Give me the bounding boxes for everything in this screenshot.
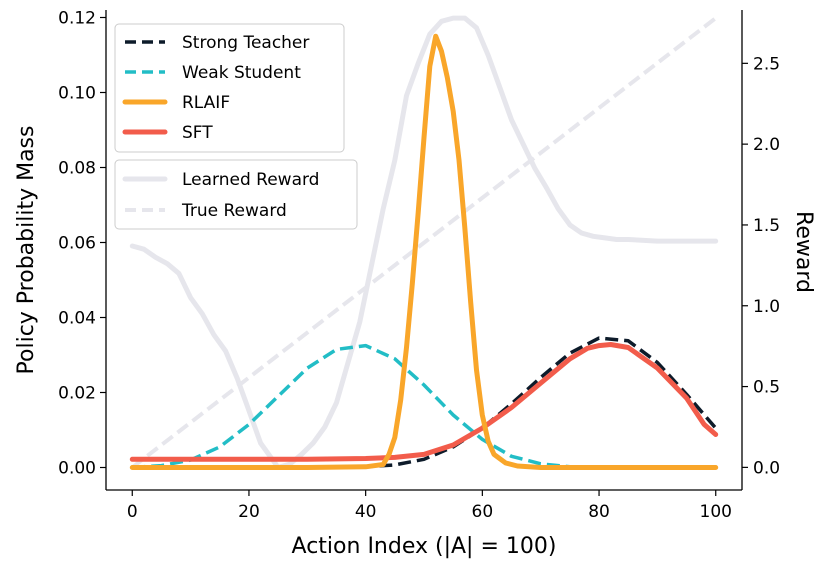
x-tick-label: 80 <box>588 502 610 522</box>
y-tick-label: 0.10 <box>58 84 96 104</box>
legend-rlaif-label: RLAIF <box>182 93 230 113</box>
y-tick-label: 0.02 <box>58 384 96 404</box>
rlaif-line <box>129 33 719 470</box>
y-tick-label: 0.12 <box>58 9 96 29</box>
legend-strong-teacher-label: Strong Teacher <box>182 33 309 53</box>
ticks-layer: 0 20 40 60 80 100 0.00 0.02 0.04 0.06 0.08 0.10 0.12… <box>58 9 780 523</box>
series-layer <box>129 15 719 470</box>
learned-reward-line <box>129 15 719 470</box>
strong-teacher-line <box>132 336 718 470</box>
legend-reward-frame <box>114 159 358 230</box>
legend-learned-reward-label: Learned Reward <box>182 170 319 190</box>
x-tick-label: 60 <box>472 502 494 522</box>
y2-tick-label: 0.5 <box>753 378 780 398</box>
x-axis-label: Action Index (|A| = 100) <box>292 534 557 559</box>
true-reward-line <box>131 16 717 469</box>
y2-axis-label: Reward <box>791 211 816 293</box>
y2-tick-label: 1.5 <box>753 216 780 236</box>
x-tick-label: 20 <box>238 502 260 522</box>
legend-weak-student-label: Weak Student <box>182 63 301 83</box>
legend-sft-label: SFT <box>182 123 213 143</box>
y2-tick-label: 2.0 <box>753 135 780 155</box>
x-tick-label: 40 <box>355 502 377 522</box>
x-tick-label: 0 <box>127 502 138 522</box>
y2-tick-label: 0.0 <box>753 458 780 478</box>
legend-reward: Learned Reward True Reward <box>114 159 358 230</box>
y-tick-label: 0.00 <box>58 459 96 479</box>
legend-true-reward-label: True Reward <box>181 201 287 221</box>
y-axis-label: Policy Probability Mass <box>14 126 39 375</box>
weak-student-line <box>132 343 716 470</box>
legend-policy-frame <box>114 23 345 153</box>
y2-tick-label: 1.0 <box>753 297 780 317</box>
y-tick-label: 0.04 <box>58 309 96 329</box>
y2-tick-label: 2.5 <box>753 54 780 74</box>
x-tick-label: 100 <box>700 502 732 522</box>
y-tick-label: 0.08 <box>58 159 96 179</box>
legend-policy: Strong Teacher Weak Student RLAIF SFT <box>114 23 345 153</box>
sft-line <box>129 342 719 462</box>
y-tick-label: 0.06 <box>58 234 96 254</box>
